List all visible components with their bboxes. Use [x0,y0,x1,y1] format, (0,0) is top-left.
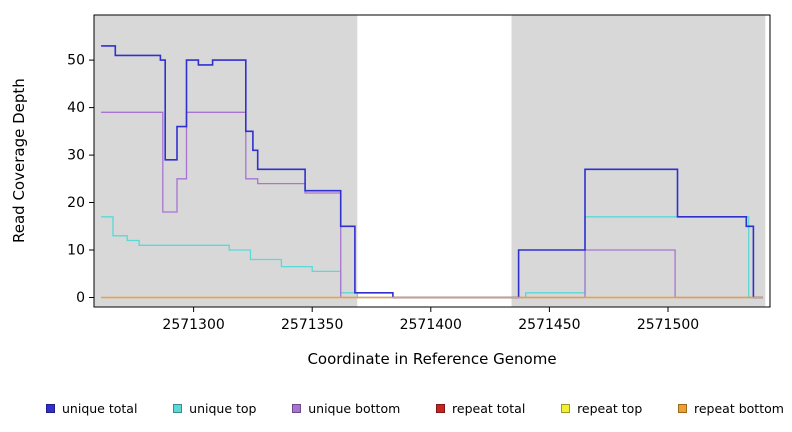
legend-item-unique-top: unique top [173,401,256,416]
legend-label-unique-total: unique total [62,400,138,416]
legend-label-repeat-bottom: repeat bottom [694,400,784,416]
legend-swatch-repeat-bottom [678,403,687,413]
y-axis-title: Read Coverage Depth [10,78,28,244]
y-tick-label: 50 [67,53,85,69]
shaded-region [511,15,766,307]
y-tick-label: 30 [67,148,85,164]
legend-item-unique-total: unique total [46,401,137,416]
y-tick-label: 20 [67,195,85,211]
legend: unique total unique top unique bottom re… [46,399,784,417]
legend-label-repeat-top: repeat top [577,400,643,416]
legend-swatch-unique-bottom [292,403,302,413]
y-tick-label: 40 [67,100,85,116]
legend-swatch-repeat-top [561,403,571,413]
legend-item-repeat-total: repeat total [436,401,525,416]
legend-item-repeat-bottom: repeat bottom [678,401,784,416]
legend-swatch-repeat-total [436,403,446,413]
x-tick-label: 2571400 [400,317,462,333]
legend-label-unique-top: unique top [189,400,257,416]
y-tick-label: 10 [67,243,85,259]
legend-swatch-unique-top [173,403,183,413]
legend-label-unique-bottom: unique bottom [308,400,401,416]
x-tick-label: 2571500 [637,317,699,333]
series-unique-total [101,45,763,299]
shaded-region [94,15,358,307]
x-tick-label: 2571450 [518,317,580,333]
chart-canvas: 2571300 2571350 2571400 2571450 2571500 0 10 20… [67,14,771,333]
y-tick-label: 0 [76,290,85,306]
legend-swatch-unique-total [46,403,55,413]
series-unique-top [101,216,763,299]
x-axis-title: Coordinate in Reference Genome [307,350,557,368]
series-unique-bottom [101,111,763,299]
legend-item-repeat-top: repeat top [561,401,642,416]
x-tick-label: 2571350 [281,317,343,333]
legend-item-unique-bottom: unique bottom [292,401,400,416]
legend-label-repeat-total: repeat total [452,400,526,416]
x-tick-label: 2571300 [162,317,224,333]
